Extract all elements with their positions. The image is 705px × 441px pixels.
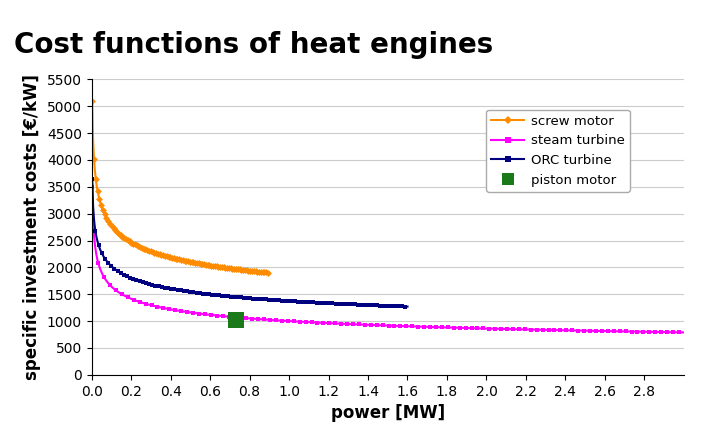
Y-axis label: specific investment costs [€/kW]: specific investment costs [€/kW] <box>23 74 42 380</box>
Legend: screw motor, steam turbine, ORC turbine, piston motor: screw motor, steam turbine, ORC turbine,… <box>486 110 630 192</box>
Text: Cost functions of heat engines: Cost functions of heat engines <box>14 31 494 59</box>
X-axis label: power [MW]: power [MW] <box>331 404 445 422</box>
